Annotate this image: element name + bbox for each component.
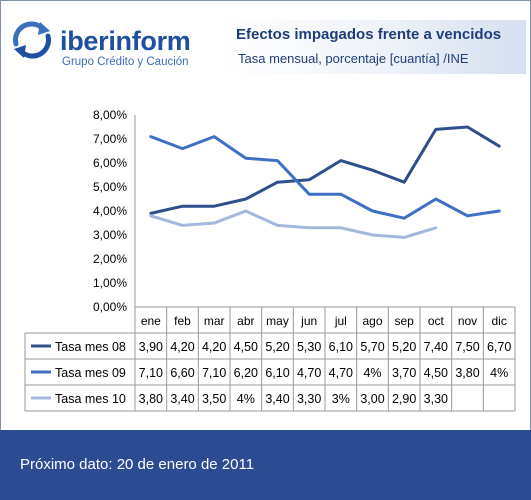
legend-label: Tasa mes 10 bbox=[55, 392, 126, 406]
data-label: 6,60 bbox=[170, 366, 194, 380]
data-label: 4,70 bbox=[297, 366, 321, 380]
data-label: 3,90 bbox=[139, 340, 163, 354]
data-label: 7,50 bbox=[455, 340, 479, 354]
legend-label: Tasa mes 08 bbox=[55, 340, 126, 354]
data-label: 6,10 bbox=[329, 340, 353, 354]
logo-tagline: Grupo Crédito y Caución bbox=[62, 56, 189, 68]
series-line bbox=[149, 135, 501, 220]
y-tick-label: 5,00% bbox=[93, 180, 127, 194]
x-tick-label: mar bbox=[204, 314, 225, 328]
data-label: 6,20 bbox=[234, 366, 258, 380]
x-tick-label: abr bbox=[237, 314, 254, 328]
y-tick-label: 1,00% bbox=[93, 276, 127, 290]
y-tick-label: 4,00% bbox=[93, 204, 127, 218]
data-label: 5,20 bbox=[392, 340, 416, 354]
x-tick-label: dic bbox=[491, 314, 506, 328]
title-box: Efectos impagados frente a vencidos Tasa… bbox=[222, 20, 526, 74]
legend-label: Tasa mes 09 bbox=[55, 366, 126, 380]
data-label: 7,10 bbox=[139, 366, 163, 380]
data-label: 3,40 bbox=[265, 392, 289, 406]
y-tick-label: 7,00% bbox=[93, 132, 127, 146]
data-label: 3,40 bbox=[170, 392, 194, 406]
y-tick-label: 6,00% bbox=[93, 156, 127, 170]
data-label: 3,00 bbox=[360, 392, 384, 406]
x-tick-label: sep bbox=[394, 314, 414, 328]
y-tick-label: 8,00% bbox=[93, 108, 127, 122]
data-label: 4,70 bbox=[329, 366, 353, 380]
footer-bar: Próximo dato: 20 de enero de 2011 bbox=[0, 430, 531, 500]
data-label: 4% bbox=[490, 366, 508, 380]
data-label: 7,10 bbox=[202, 366, 226, 380]
line-chart: 0,00% 1,00% 2,00% 3,00% 4,00% 5,00% 6,00% 7,00%… bbox=[24, 108, 516, 412]
data-label: 4,50 bbox=[234, 340, 258, 354]
data-label: 5,70 bbox=[360, 340, 384, 354]
data-label: 6,70 bbox=[487, 340, 511, 354]
data-label: 7,40 bbox=[424, 340, 448, 354]
data-label: 4,50 bbox=[424, 366, 448, 380]
data-label: 3,70 bbox=[392, 366, 416, 380]
x-tick-label: nov bbox=[458, 314, 477, 328]
data-label: 2,90 bbox=[392, 392, 416, 406]
x-tick-label: may bbox=[266, 314, 289, 328]
data-label: 5,20 bbox=[265, 340, 289, 354]
data-label: 5,30 bbox=[297, 340, 321, 354]
y-tick-label: 2,00% bbox=[93, 252, 127, 266]
series-line bbox=[149, 209, 438, 239]
iberinform-logo: iberinform Grupo Crédito y Caución bbox=[8, 14, 218, 74]
data-label: 6,10 bbox=[265, 366, 289, 380]
chart-area: 0,00% 1,00% 2,00% 3,00% 4,00% 5,00% 6,00% 7,00%… bbox=[10, 95, 520, 415]
series-line bbox=[149, 125, 501, 215]
x-tick-label: oct bbox=[428, 314, 445, 328]
data-label: 3,30 bbox=[424, 392, 448, 406]
data-label: 4% bbox=[363, 366, 381, 380]
chart-subtitle: Tasa mensual, porcentaje [cuantía] /INE bbox=[238, 51, 469, 66]
y-tick-label: 0,00% bbox=[93, 300, 127, 314]
next-release-text: Próximo dato: 20 de enero de 2011 bbox=[20, 456, 255, 473]
x-tick-label: jun bbox=[300, 314, 317, 328]
x-tick-label: ene bbox=[141, 314, 161, 328]
chart-title: Efectos impagados frente a vencidos bbox=[236, 26, 502, 43]
logo-name: iberinform bbox=[60, 26, 191, 56]
data-label: 3,30 bbox=[297, 392, 321, 406]
data-label: 4,20 bbox=[170, 340, 194, 354]
data-label: 3,80 bbox=[139, 392, 163, 406]
x-tick-label: ago bbox=[362, 314, 382, 328]
logo-arrows-icon bbox=[13, 21, 51, 59]
data-label: 3,80 bbox=[455, 366, 479, 380]
data-label: 4,20 bbox=[202, 340, 226, 354]
x-tick-label: jul bbox=[334, 314, 347, 328]
data-label: 3% bbox=[332, 392, 350, 406]
data-label: 3,50 bbox=[202, 392, 226, 406]
y-tick-label: 3,00% bbox=[93, 228, 127, 242]
x-tick-label: feb bbox=[174, 314, 191, 328]
data-label: 4% bbox=[237, 392, 255, 406]
